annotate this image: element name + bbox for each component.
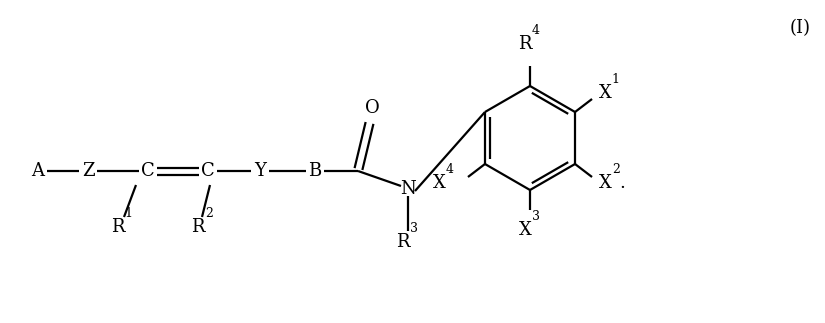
Text: X: X (432, 174, 446, 192)
Text: (I): (I) (790, 19, 810, 37)
Text: X: X (599, 84, 611, 102)
Text: R: R (396, 233, 410, 251)
Text: O: O (365, 99, 380, 117)
Text: R: R (518, 35, 532, 53)
Text: X: X (599, 174, 611, 192)
Text: R: R (111, 218, 125, 236)
Text: N: N (400, 180, 416, 198)
Text: C: C (141, 162, 155, 180)
Text: A: A (31, 162, 45, 180)
Text: 4: 4 (532, 24, 540, 37)
Text: 2: 2 (612, 163, 620, 176)
Text: 3: 3 (410, 222, 417, 235)
Text: 2: 2 (205, 207, 213, 220)
Text: 3: 3 (532, 210, 540, 223)
Text: X: X (519, 221, 531, 239)
Text: R: R (191, 218, 205, 236)
Text: Y: Y (254, 162, 266, 180)
Text: C: C (201, 162, 214, 180)
Text: 1: 1 (125, 207, 133, 220)
Text: B: B (309, 162, 322, 180)
Text: Z: Z (82, 162, 94, 180)
Text: 1: 1 (612, 73, 620, 86)
Text: 4: 4 (446, 163, 454, 176)
Text: .: . (619, 174, 625, 192)
